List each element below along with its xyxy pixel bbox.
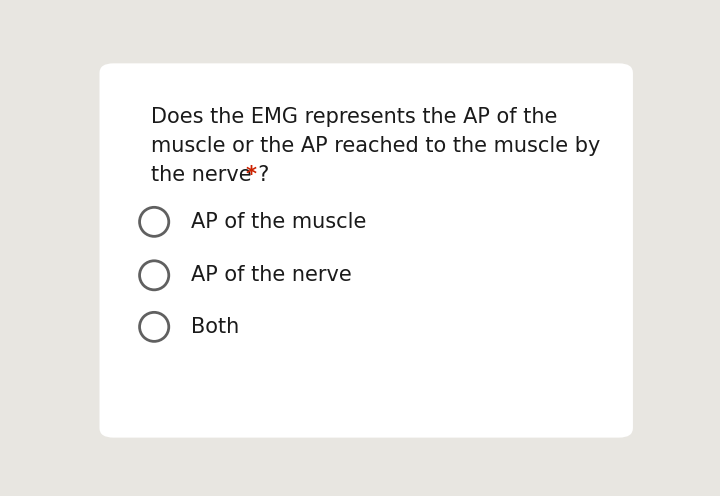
Text: Does the EMG represents the AP of the: Does the EMG represents the AP of the (151, 107, 558, 127)
Ellipse shape (140, 207, 168, 237)
Text: the nerve ?: the nerve ? (151, 165, 276, 185)
Text: *: * (245, 165, 256, 185)
Text: AP of the nerve: AP of the nerve (191, 265, 352, 285)
Text: AP of the muscle: AP of the muscle (191, 212, 366, 232)
FancyBboxPatch shape (99, 63, 633, 437)
Ellipse shape (140, 312, 168, 341)
Text: Both: Both (191, 317, 239, 337)
Ellipse shape (140, 261, 168, 290)
Text: muscle or the AP reached to the muscle by: muscle or the AP reached to the muscle b… (151, 136, 600, 156)
